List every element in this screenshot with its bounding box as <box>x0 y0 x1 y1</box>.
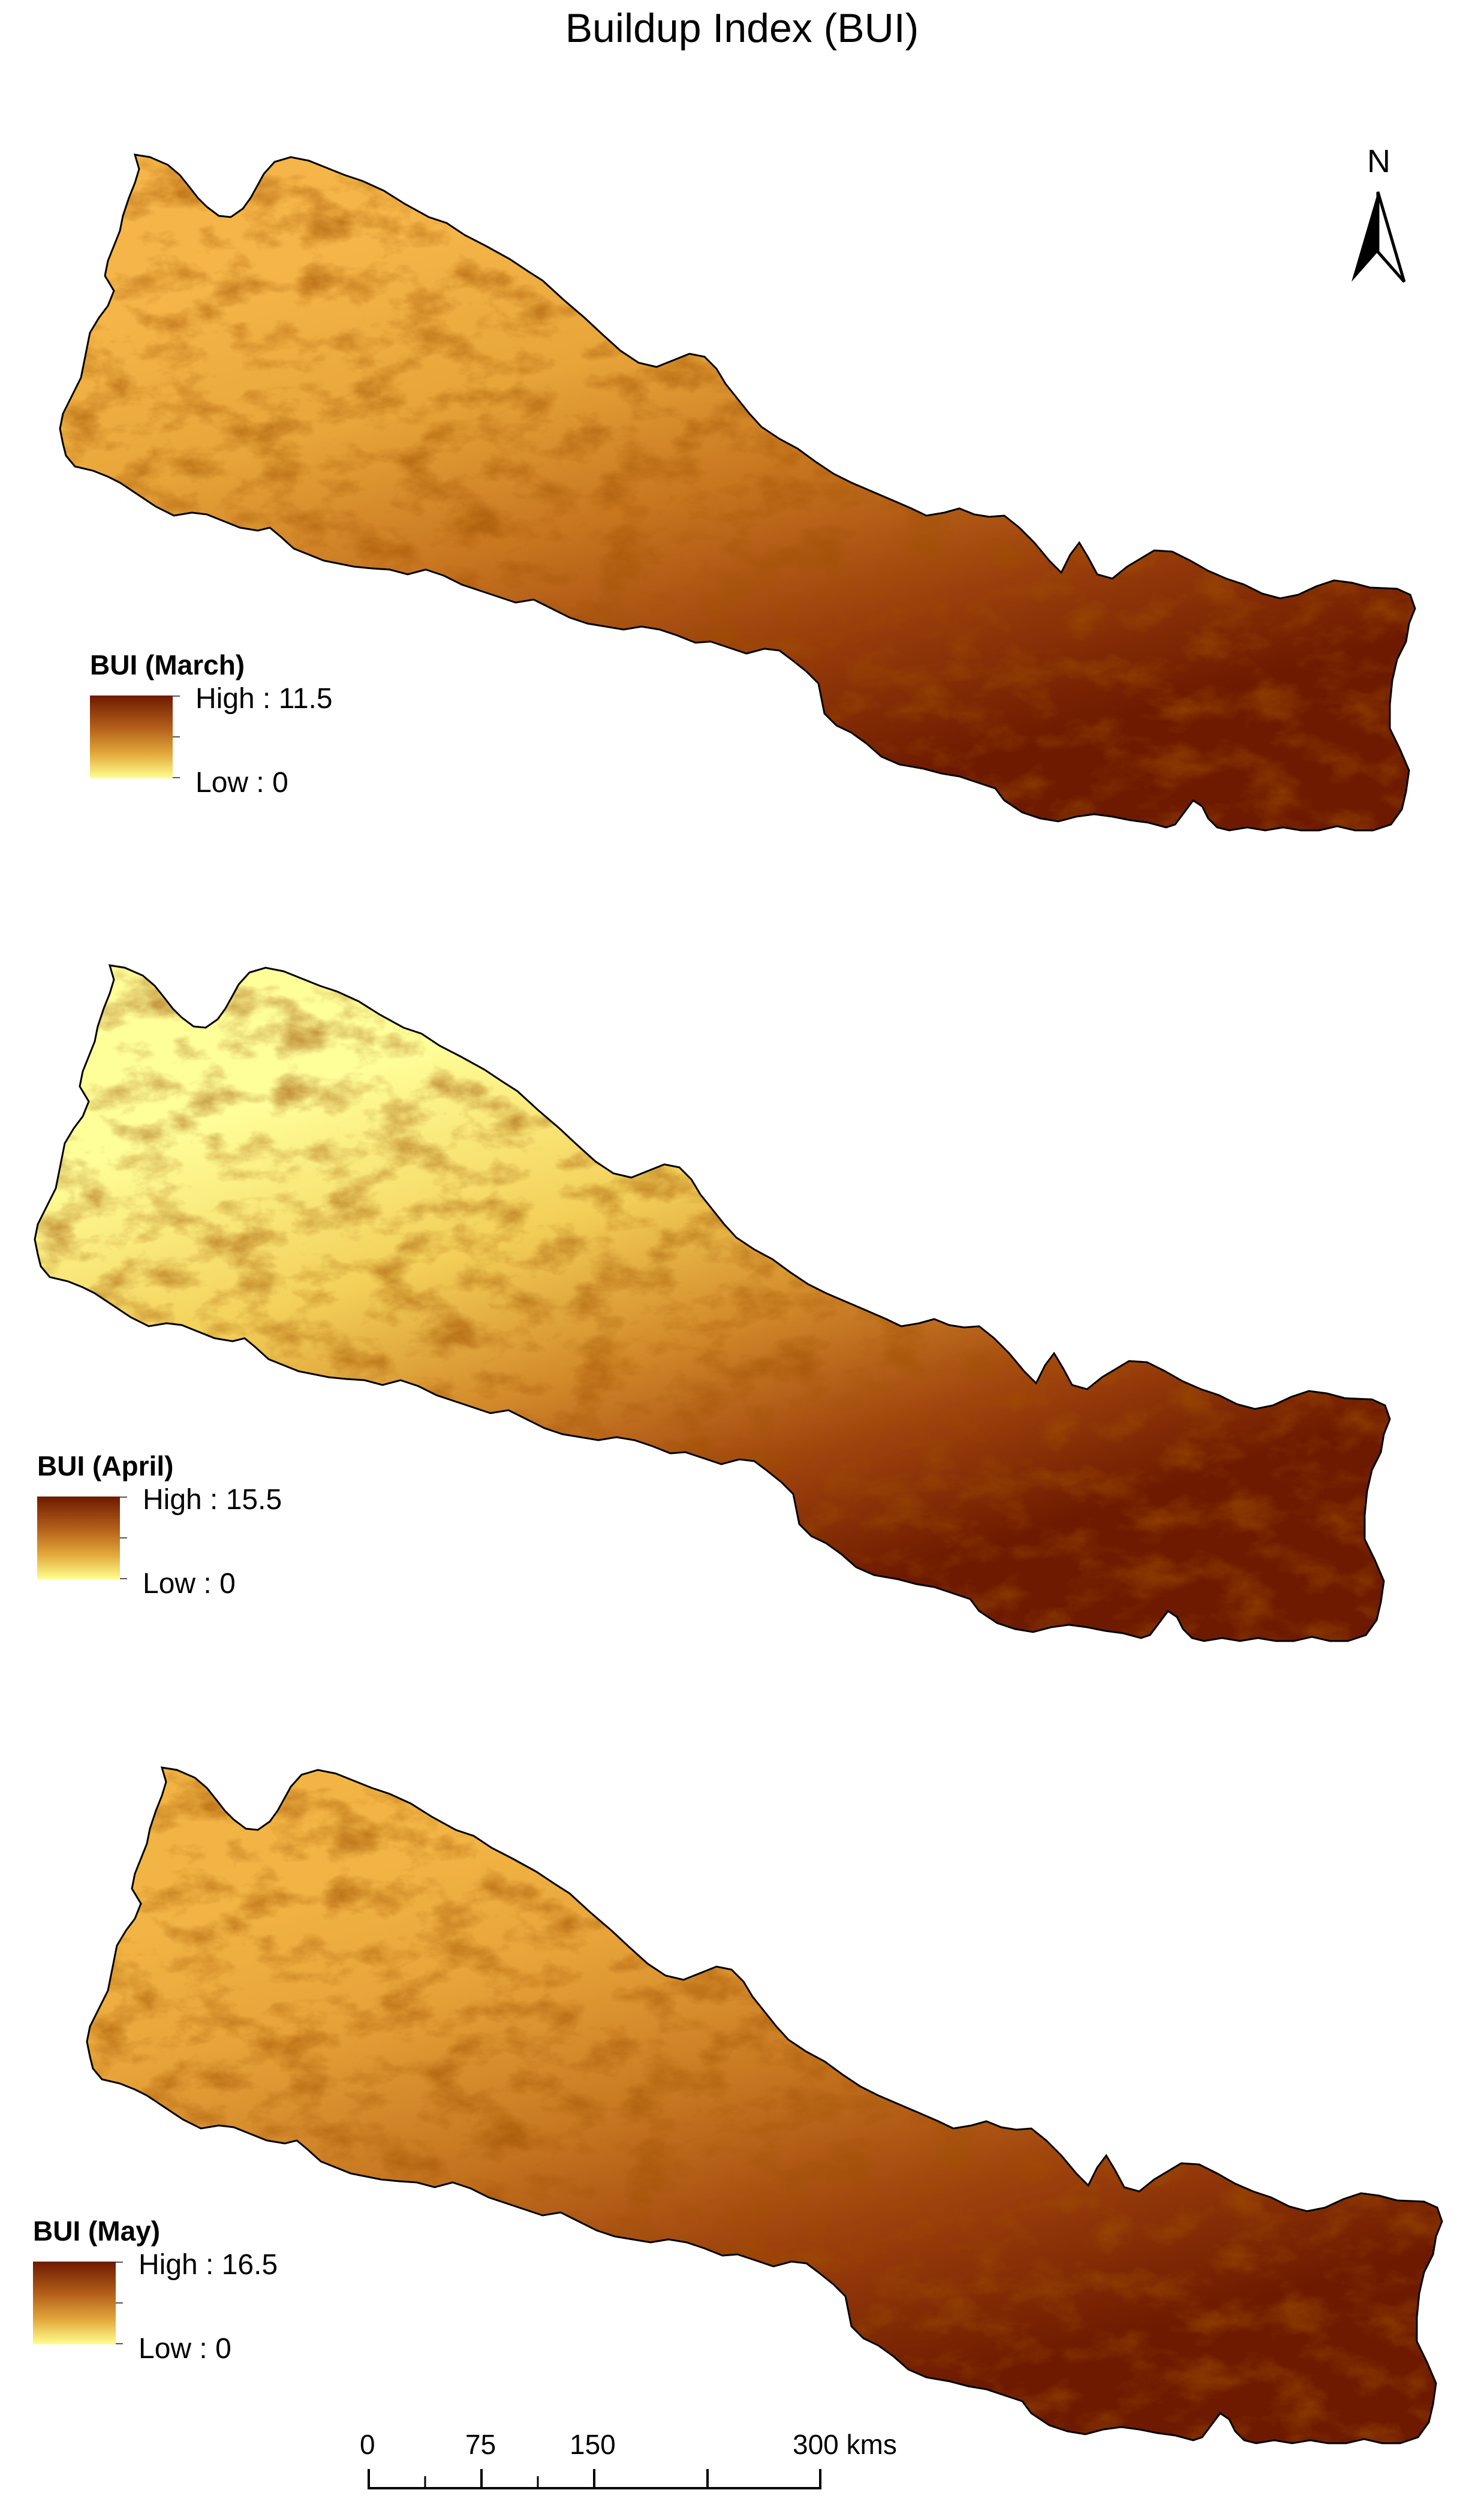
legend-march: BUI (March) High : 11.5 Low : 0 <box>90 649 333 799</box>
scale-label-150: 150 <box>570 2429 616 2460</box>
map-panel-may <box>86 1766 1443 2444</box>
scale-bar <box>368 2469 821 2489</box>
north-arrow-icon <box>1351 191 1406 283</box>
color-ramp <box>90 695 180 778</box>
legend-title: BUI (March) <box>90 649 245 681</box>
color-ramp <box>33 2262 123 2344</box>
legend-high: High : 15.5 <box>143 1484 282 1516</box>
legend-low: Low : 0 <box>139 2333 231 2365</box>
north-label: N <box>1367 143 1390 179</box>
legend-low: Low : 0 <box>143 1568 236 1600</box>
map-panel-march <box>59 153 1416 832</box>
legend-title: BUI (April) <box>37 1450 174 1482</box>
legend-low: Low : 0 <box>195 767 288 799</box>
scale-label-0: 0 <box>360 2429 375 2460</box>
legend-high: High : 11.5 <box>195 683 333 715</box>
map-panel-april <box>34 964 1391 1642</box>
map-title: Buildup Index (BUI) <box>565 5 919 51</box>
legend-high: High : 16.5 <box>139 2249 278 2281</box>
legend-april: BUI (April) High : 15.5 Low : 0 <box>37 1450 282 1600</box>
scale-label-300: 300 kms <box>793 2429 897 2460</box>
legend-may: BUI (May) High : 16.5 Low : 0 <box>33 2215 278 2365</box>
color-ramp <box>37 1497 127 1579</box>
scale-label-75: 75 <box>465 2429 496 2460</box>
legend-title: BUI (May) <box>33 2215 161 2247</box>
